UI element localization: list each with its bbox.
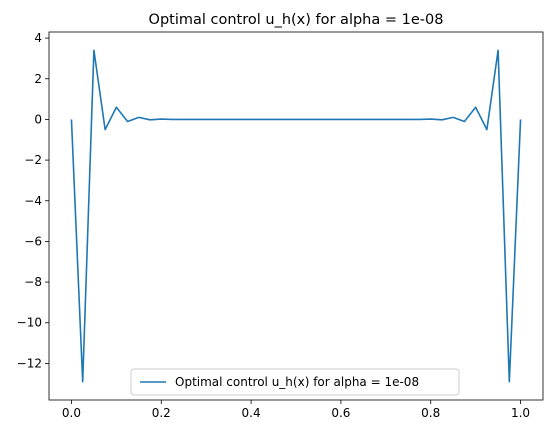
x-tick-label: 0.6 xyxy=(331,406,350,420)
x-tick-label: 0.4 xyxy=(242,406,261,420)
x-tick-label: 1.0 xyxy=(511,406,530,420)
y-axis: 4 2 0 −2 −4 −6 −8 −10 −12 xyxy=(17,31,49,370)
x-tick-label: 0.8 xyxy=(421,406,440,420)
y-tick-label: 4 xyxy=(34,31,42,45)
x-axis: 0.0 0.2 0.4 0.6 0.8 1.0 xyxy=(62,400,530,420)
y-tick-label: 2 xyxy=(34,72,42,86)
legend-box xyxy=(130,368,460,396)
x-tick-label: 0.2 xyxy=(152,406,171,420)
y-tick-label: −12 xyxy=(17,356,42,370)
y-tick-label: 0 xyxy=(34,112,42,126)
y-tick-label: −8 xyxy=(24,275,42,289)
plot-frame xyxy=(48,31,544,401)
y-tick-label: −4 xyxy=(24,194,42,208)
y-tick-label: −6 xyxy=(24,234,42,248)
legend: Optimal control u_h(x) for alpha = 1e-08 xyxy=(130,368,460,396)
legend-label: Optimal control u_h(x) for alpha = 1e-08 xyxy=(175,375,419,389)
x-tick-label: 0.0 xyxy=(62,406,81,420)
chart-title: Optimal control u_h(x) for alpha = 1e-08 xyxy=(149,12,444,28)
plot-area xyxy=(48,31,544,401)
y-tick-label: −10 xyxy=(17,316,42,330)
y-tick-label: −2 xyxy=(24,153,42,167)
series-line-0 xyxy=(70,49,522,383)
